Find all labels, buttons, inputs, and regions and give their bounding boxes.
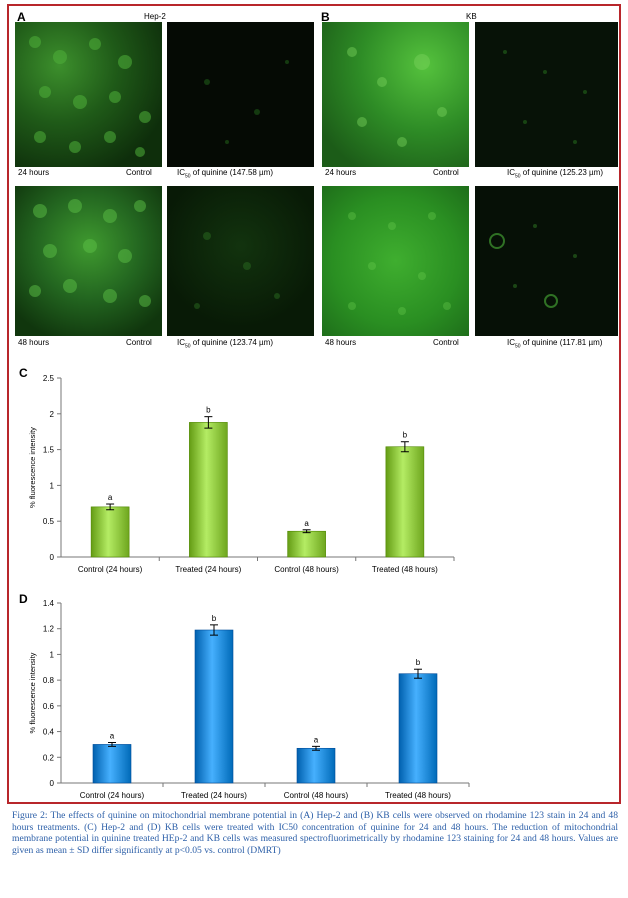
kb-24h-control-label: Control	[433, 168, 459, 177]
hep2-48h-control-micrograph	[15, 186, 162, 336]
x-tick-label: Treated (48 hours)	[372, 565, 438, 574]
bar	[296, 747, 336, 784]
x-tick-label: Control (24 hours)	[78, 565, 143, 574]
chart-c: 0 0.5 1 1.5 2 2.5 % fluorescence intensity a Con…	[28, 374, 455, 574]
kb-48h-ic50-label: IC50 of quinine (117.81 µm)	[507, 338, 603, 350]
significance-label: b	[416, 658, 421, 667]
cells-texture	[348, 212, 451, 315]
bar	[398, 673, 438, 784]
x-tick-label: Control (48 hours)	[284, 791, 349, 800]
cells-texture	[29, 199, 151, 307]
x-tick-label: Control (24 hours)	[80, 791, 145, 800]
y-tick-label: 1.5	[43, 446, 55, 455]
figure-frame: A Hep-2 24 hours Control IC50 of quinine…	[7, 4, 621, 804]
significance-label: b	[206, 406, 211, 415]
cells-texture	[489, 224, 577, 308]
panel-c-letter: C	[19, 366, 28, 380]
cells-texture	[29, 36, 151, 157]
hep2-48h-control-label: Control	[126, 338, 152, 347]
x-tick-label: Control (48 hours)	[274, 565, 339, 574]
hep2-24h-control-label: Control	[126, 168, 152, 177]
kb-24h-control-micrograph	[322, 22, 469, 167]
y-tick-label: 1	[50, 650, 55, 659]
kb-24h-ic50-label: IC50 of quinine (125.23 µm)	[507, 168, 603, 180]
x-tick-label: Treated (24 hours)	[181, 791, 247, 800]
panel-a-letter: A	[17, 10, 26, 24]
hep2-48h-label: 48 hours	[18, 338, 50, 347]
y-tick-label: 2.5	[43, 374, 55, 383]
bar	[287, 530, 326, 558]
y-tick-label: 0.8	[43, 676, 55, 685]
panel-b-letter: B	[321, 10, 330, 24]
kb-24h-label: 24 hours	[325, 168, 357, 177]
hep2-48h-ic50-micrograph	[167, 186, 314, 336]
significance-label: a	[314, 735, 319, 744]
panel-d-letter: D	[19, 592, 28, 606]
kb-48h-control-micrograph	[322, 186, 469, 336]
y-axis-label: % fluorescence intensity	[28, 427, 37, 508]
significance-label: a	[108, 493, 113, 502]
panel-b-title: KB	[466, 12, 477, 21]
y-tick-label: 1	[50, 481, 55, 490]
bar	[194, 629, 234, 784]
cells-texture	[503, 50, 587, 144]
bar	[189, 422, 228, 558]
kb-48h-ic50-micrograph	[475, 186, 618, 336]
y-tick-label: 1.2	[43, 625, 55, 634]
x-tick-label: Treated (24 hours)	[175, 565, 241, 574]
significance-label: a	[110, 732, 115, 741]
kb-48h-label: 48 hours	[325, 338, 357, 347]
panel-a-title: Hep-2	[144, 12, 166, 21]
y-tick-label: 0.4	[43, 728, 55, 737]
y-tick-label: 0.5	[43, 517, 55, 526]
bar	[385, 446, 425, 558]
bar	[92, 744, 132, 784]
y-tick-label: 0	[50, 779, 55, 788]
y-tick-label: 0.6	[43, 702, 55, 711]
kb-48h-control-label: Control	[433, 338, 459, 347]
hep2-24h-ic50-micrograph	[167, 22, 314, 167]
chart-d: 0 0.2 0.4 0.6 0.8 1 1.2 1.4 % fluorescence inten…	[28, 599, 470, 800]
kb-24h-ic50-micrograph	[475, 22, 618, 167]
x-tick-label: Treated (48 hours)	[385, 791, 451, 800]
hep2-24h-control-micrograph	[15, 22, 162, 167]
cells-texture	[194, 232, 280, 309]
y-axis-label: % fluorescence intensity	[28, 652, 37, 733]
bar	[90, 506, 130, 558]
figure-caption: Figure 2: The effects of quinine on mito…	[12, 810, 618, 856]
y-tick-label: 0	[50, 553, 55, 562]
significance-label: b	[212, 614, 217, 623]
hep2-24h-label: 24 hours	[18, 168, 50, 177]
significance-label: a	[304, 519, 309, 528]
cells-texture	[347, 47, 447, 147]
y-tick-label: 0.2	[43, 753, 55, 762]
y-tick-label: 1.4	[43, 599, 55, 608]
hep2-24h-ic50-label: IC50 of quinine (147.58 µm)	[177, 168, 273, 180]
significance-label: b	[403, 431, 408, 440]
hep2-48h-ic50-label: IC50 of quinine (123.74 µm)	[177, 338, 273, 350]
cells-texture	[204, 60, 289, 144]
y-tick-label: 2	[50, 410, 55, 419]
